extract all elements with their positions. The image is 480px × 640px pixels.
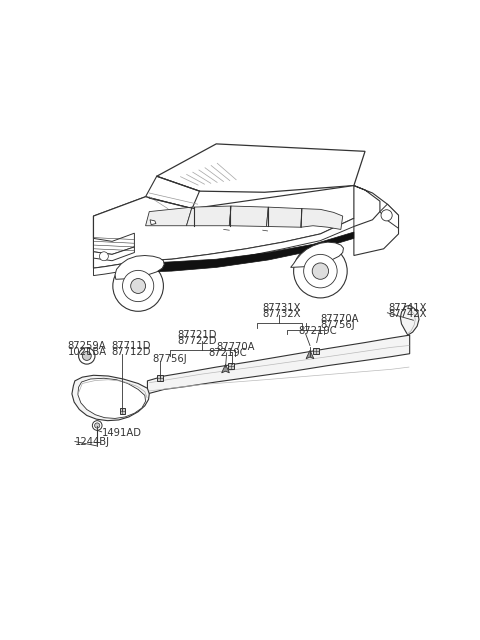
Polygon shape (301, 209, 343, 230)
Polygon shape (147, 335, 410, 394)
Text: 87732X: 87732X (263, 309, 301, 319)
Text: 87756J: 87756J (152, 354, 187, 364)
Polygon shape (222, 365, 229, 373)
Bar (156, 375, 163, 381)
Polygon shape (306, 350, 314, 359)
Polygon shape (229, 206, 268, 227)
Circle shape (304, 254, 337, 288)
Text: 87711D: 87711D (111, 341, 151, 351)
Circle shape (113, 260, 163, 311)
Circle shape (92, 420, 102, 430)
Polygon shape (186, 206, 231, 226)
Polygon shape (400, 305, 419, 335)
Circle shape (294, 244, 347, 298)
Polygon shape (150, 220, 156, 225)
Bar (228, 363, 234, 369)
Circle shape (381, 210, 392, 221)
Text: 87741X: 87741X (388, 303, 427, 314)
Polygon shape (78, 378, 145, 419)
Text: 87742X: 87742X (388, 309, 427, 319)
Circle shape (83, 351, 91, 360)
Text: 87770A: 87770A (321, 314, 359, 324)
Polygon shape (94, 247, 134, 260)
Circle shape (131, 278, 145, 293)
Text: 87259A: 87259A (67, 341, 106, 351)
Circle shape (99, 252, 108, 260)
Text: 87219C: 87219C (209, 348, 247, 358)
Polygon shape (94, 196, 145, 241)
Text: 87722D: 87722D (177, 336, 216, 346)
Polygon shape (94, 186, 354, 268)
Polygon shape (156, 144, 365, 192)
Polygon shape (354, 186, 398, 255)
Text: 87721D: 87721D (177, 330, 216, 340)
Text: 87756J: 87756J (321, 320, 355, 330)
Polygon shape (266, 207, 302, 227)
Polygon shape (145, 176, 200, 209)
Bar (313, 349, 319, 355)
Polygon shape (72, 375, 149, 420)
Text: 87770A: 87770A (216, 342, 255, 352)
Polygon shape (145, 207, 192, 226)
Text: 1244BJ: 1244BJ (75, 437, 110, 447)
Polygon shape (290, 242, 344, 268)
Polygon shape (94, 218, 354, 276)
Text: 87219C: 87219C (298, 326, 336, 335)
Circle shape (122, 270, 154, 301)
Circle shape (79, 348, 95, 364)
Text: 1491AD: 1491AD (102, 428, 142, 438)
Bar (120, 408, 125, 414)
Text: 87731X: 87731X (263, 303, 301, 314)
Text: 1021BA: 1021BA (67, 348, 107, 357)
Polygon shape (149, 232, 354, 272)
Polygon shape (94, 233, 134, 254)
Text: 87712D: 87712D (111, 348, 151, 357)
Polygon shape (380, 204, 398, 228)
Circle shape (312, 263, 329, 279)
Circle shape (95, 423, 100, 428)
Polygon shape (115, 255, 164, 279)
